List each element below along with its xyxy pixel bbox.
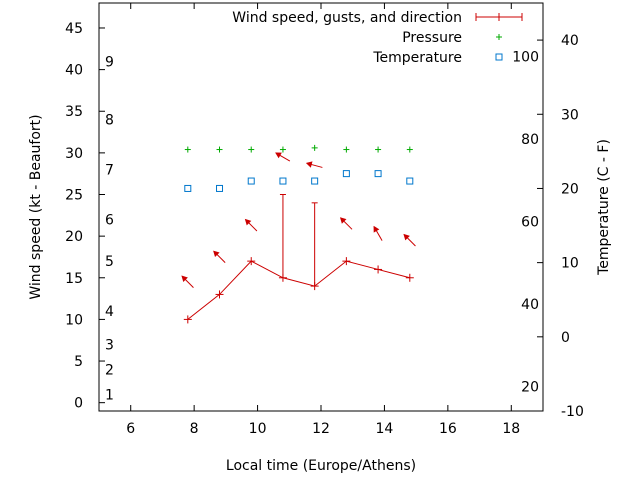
pressure-point xyxy=(406,146,413,153)
x-tick-label: 18 xyxy=(502,421,520,437)
arrow-head xyxy=(373,225,380,233)
y-tick-label-left: 30 xyxy=(65,146,83,162)
wind-direction-arrow xyxy=(181,275,194,288)
pressure-point xyxy=(311,144,318,151)
beaufort-label: 9 xyxy=(105,54,114,70)
fahrenheit-label: 100 xyxy=(512,50,539,66)
x-tick-label: 6 xyxy=(126,421,135,437)
pressure-point xyxy=(343,146,350,153)
temperature-point xyxy=(247,177,255,185)
wind-direction-arrow xyxy=(244,218,258,232)
fahrenheit-label: 20 xyxy=(521,379,539,395)
legend-swatch-pressure xyxy=(496,34,502,40)
wind-direction-arrow xyxy=(275,152,291,162)
y-tick-label-right: 30 xyxy=(561,107,579,123)
y-tick-label-left: 25 xyxy=(65,188,83,204)
temperature-point xyxy=(406,177,414,185)
wind-direction-arrow xyxy=(339,217,353,230)
fahrenheit-label: 40 xyxy=(521,297,539,313)
wind-direction-arrow xyxy=(373,225,383,241)
wind-speed-point xyxy=(405,273,414,282)
wind-speed-point xyxy=(342,257,351,266)
beaufort-label: 2 xyxy=(105,362,114,378)
y-tick-label-right: 10 xyxy=(561,256,579,272)
temperature-point xyxy=(374,170,382,178)
wind-speed-point xyxy=(278,273,287,282)
pressure-point xyxy=(375,146,382,153)
temperature-point xyxy=(342,170,350,178)
y-tick-label-left: 10 xyxy=(65,312,83,328)
wind-direction-arrow xyxy=(403,233,416,247)
x-tick-label: 14 xyxy=(376,421,394,437)
y-tick-label-left: 0 xyxy=(74,396,83,412)
pressure-point xyxy=(248,146,255,153)
y-tick-label-left: 40 xyxy=(65,63,83,79)
y-axis-title-right: Temperature (C - F) xyxy=(596,139,612,276)
legend-swatch-temperature xyxy=(495,53,503,61)
y-axis-title-left: Wind speed (kt - Beaufort) xyxy=(28,114,44,299)
arrow-head xyxy=(403,233,410,241)
arrow-head xyxy=(213,250,220,258)
wind-speed-point xyxy=(247,257,256,266)
arrow-head xyxy=(275,152,282,159)
legend-label: Pressure xyxy=(402,30,462,46)
pressure-point xyxy=(184,146,191,153)
plot-marks xyxy=(181,144,416,324)
y-tick-label-left: 15 xyxy=(65,271,83,287)
arrow-head xyxy=(339,217,347,224)
y-tick-label-right: -10 xyxy=(561,404,584,420)
legend-label: Wind speed, gusts, and direction xyxy=(232,10,462,26)
x-tick-label: 16 xyxy=(439,421,457,437)
temperature-point xyxy=(279,177,287,185)
y-tick-label-left: 5 xyxy=(74,354,83,370)
wind-speed-point xyxy=(374,265,383,274)
fahrenheit-label: 80 xyxy=(521,132,539,148)
fahrenheit-label: 60 xyxy=(521,214,539,230)
x-tick-label: 12 xyxy=(312,421,330,437)
y-tick-label-left: 20 xyxy=(65,229,83,245)
temperature-point xyxy=(311,177,319,185)
x-tick-label: 8 xyxy=(190,421,199,437)
arrow-head xyxy=(305,161,313,168)
beaufort-label: 3 xyxy=(105,337,114,353)
y-tick-label-left: 35 xyxy=(65,104,83,120)
wind-direction-arrow xyxy=(213,250,226,263)
beaufort-label: 5 xyxy=(105,254,114,270)
x-tick-label: 10 xyxy=(249,421,267,437)
beaufort-label: 8 xyxy=(105,113,114,129)
y-tick-label-right: 40 xyxy=(561,33,579,49)
y-tick-label-right: 0 xyxy=(561,330,570,346)
wind-speed-line xyxy=(187,260,410,320)
pressure-point xyxy=(216,146,223,153)
wind-direction-arrow xyxy=(305,161,323,168)
y-tick-label-left: 45 xyxy=(65,21,83,37)
wind-speed-point xyxy=(215,290,224,299)
legend-swatch-wind xyxy=(475,13,523,21)
legend-label: Temperature xyxy=(372,50,462,66)
wind-speed-point xyxy=(183,315,192,324)
wind-speed-point xyxy=(310,282,319,291)
beaufort-label: 4 xyxy=(105,304,114,320)
legend: Wind speed, gusts, and direction Pressure… xyxy=(232,10,523,66)
beaufort-label: 1 xyxy=(105,387,114,403)
plot-frame xyxy=(98,2,544,412)
temperature-point xyxy=(184,184,192,192)
beaufort-label: 6 xyxy=(105,212,114,228)
x-axis-title: Local time (Europe/Athens) xyxy=(226,458,416,474)
arrow-head xyxy=(244,218,252,226)
temperature-point xyxy=(216,184,224,192)
y-tick-label-right: 20 xyxy=(561,181,579,197)
plot-axes: 6 8 10 12 14 16 18051015202530354045-100102030… xyxy=(28,2,612,474)
pressure-point xyxy=(279,146,286,153)
arrow-head xyxy=(181,275,188,283)
beaufort-label: 7 xyxy=(105,163,114,179)
